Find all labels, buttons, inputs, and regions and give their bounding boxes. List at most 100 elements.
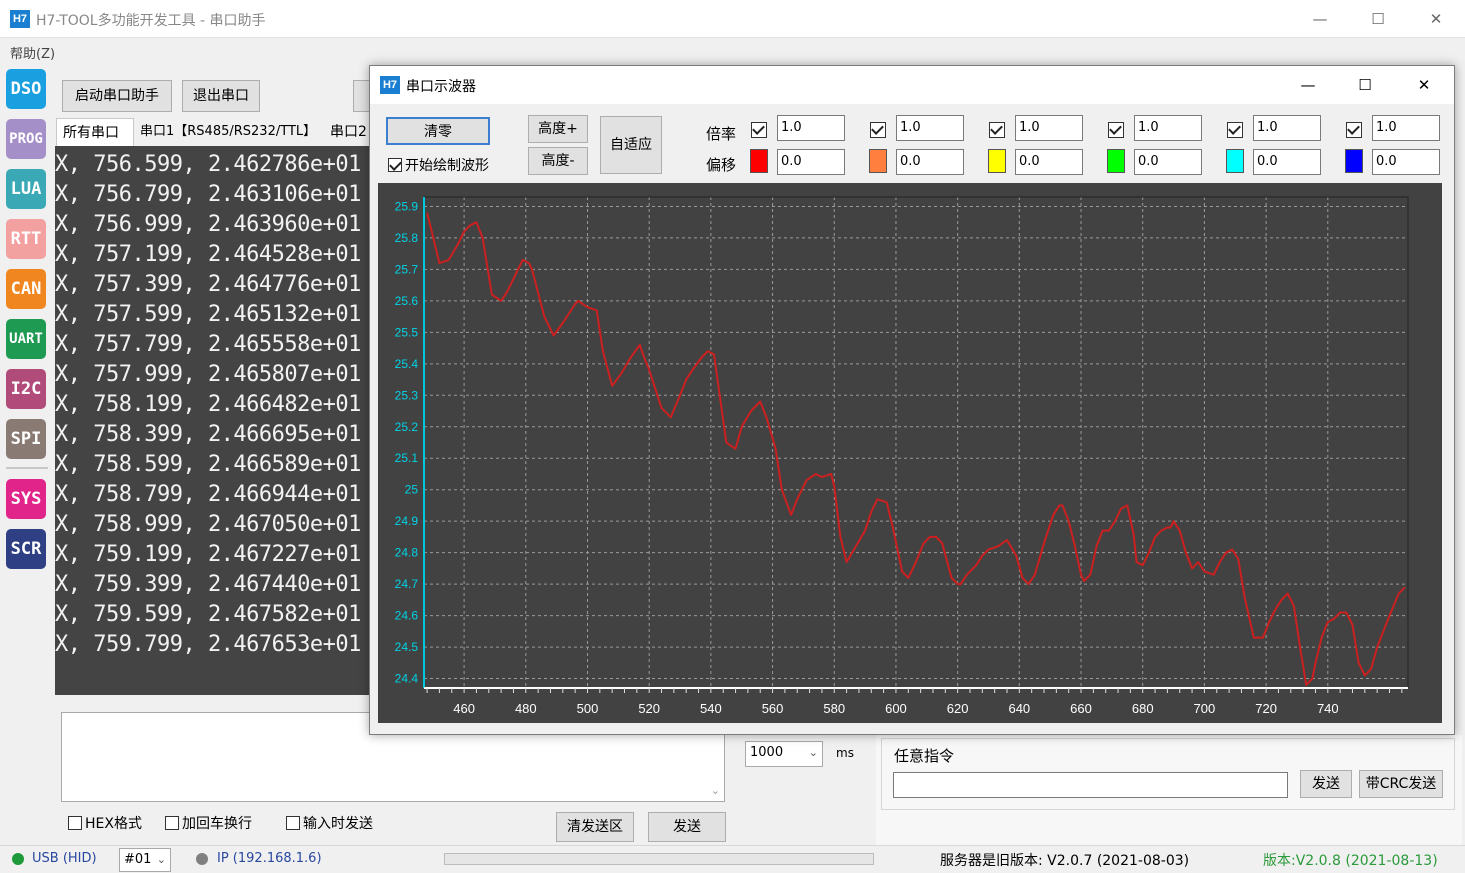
rail-can-button[interactable]: CAN <box>6 269 46 309</box>
app-version: 版本:V2.0.8 (2021-08-13) <box>1263 853 1438 869</box>
height-up-button[interactable]: 高度+ <box>528 115 588 143</box>
x-tick-label: 540 <box>700 701 722 716</box>
clear-zero-button[interactable]: 清零 <box>386 117 490 145</box>
rail-i2c-button[interactable]: I2C <box>6 369 46 409</box>
command-send-crc-button[interactable]: 带CRC发送 <box>1359 770 1443 798</box>
device-select[interactable]: #01 ⌄ <box>119 848 171 872</box>
command-input[interactable] <box>893 772 1288 798</box>
y-tick-label: 24.5 <box>395 640 419 654</box>
tab-port-2[interactable]: 串口2 <box>330 124 367 140</box>
rail-dso-button[interactable]: DSO <box>6 69 46 109</box>
scroll-down-icon[interactable]: ⌄ <box>710 784 720 797</box>
channel-6-enable-checkbox[interactable] <box>1346 122 1362 138</box>
exit-serial-button[interactable]: 退出串口 <box>182 80 260 112</box>
channel-2-enable-checkbox[interactable] <box>870 122 886 138</box>
x-tick-label: 580 <box>823 701 845 716</box>
command-send-button[interactable]: 发送 <box>1300 770 1352 798</box>
rail-uart-button[interactable]: UART <box>6 319 46 359</box>
channel-1-color-swatch[interactable] <box>750 149 768 173</box>
rail-scr-button[interactable]: SCR <box>6 529 46 569</box>
channel-2-color-swatch[interactable] <box>869 149 887 173</box>
console-line: X, 757.399, 2.464776e+01 <box>55 272 361 297</box>
rail-spi-button[interactable]: SPI <box>6 419 46 459</box>
channel-6-color-swatch[interactable] <box>1345 149 1363 173</box>
channel-5-rate-input[interactable]: 1.0 <box>1253 115 1321 141</box>
y-tick-label: 24.9 <box>395 514 419 528</box>
y-tick-label: 25.2 <box>395 420 419 434</box>
scope-titlebar: H7 串口示波器 — ☐ ✕ <box>370 66 1454 104</box>
crlf-checkbox[interactable]: 加回车换行 <box>165 813 252 833</box>
send-on-input-checkbox[interactable]: 输入时发送 <box>286 813 373 833</box>
start-serial-button[interactable]: 启动串口助手 <box>62 80 172 112</box>
rail-lua-button[interactable]: LUA <box>6 169 46 209</box>
hex-format-checkbox[interactable]: HEX格式 <box>68 813 142 833</box>
scope-minimize-button[interactable]: — <box>1300 76 1316 94</box>
y-tick-label: 25.1 <box>395 451 419 465</box>
x-tick-label: 460 <box>453 701 475 716</box>
y-tick-label: 25.9 <box>395 199 419 213</box>
send-button[interactable]: 发送 <box>648 812 726 842</box>
auto-fit-button[interactable]: 自适应 <box>600 116 662 174</box>
channel-3-color-swatch[interactable] <box>988 149 1006 173</box>
checkbox-icon <box>388 158 402 172</box>
console-line: X, 757.599, 2.465132e+01 <box>55 302 361 327</box>
window-titlebar: H7 H7-TOOL多功能开发工具 - 串口助手 — ☐ ✕ <box>0 0 1465 38</box>
channel-3-offset-input[interactable]: 0.0 <box>1015 149 1083 175</box>
y-tick-label: 25.5 <box>395 325 419 339</box>
y-tick-label: 24.7 <box>395 577 419 591</box>
channel-3-enable-checkbox[interactable] <box>989 122 1005 138</box>
tab-all-ports[interactable]: 所有串口 <box>56 118 134 146</box>
x-tick-label: 560 <box>762 701 784 716</box>
console-line: X, 759.799, 2.467653e+01 <box>55 632 361 657</box>
console-line: X, 756.999, 2.463960e+01 <box>55 212 361 237</box>
rate-label: 倍率 <box>706 125 737 143</box>
draw-wave-checkbox[interactable]: 开始绘制波形 <box>388 155 489 175</box>
x-tick-label: 500 <box>577 701 599 716</box>
console-line: X, 756.599, 2.462786e+01 <box>55 152 361 177</box>
command-group <box>881 738 1455 810</box>
channel-1-rate-input[interactable]: 1.0 <box>777 115 845 141</box>
channel-5-enable-checkbox[interactable] <box>1227 122 1243 138</box>
interval-select[interactable]: 1000 ⌄ <box>745 741 823 767</box>
minimize-button[interactable]: — <box>1312 10 1328 28</box>
rail-rtt-button[interactable]: RTT <box>6 219 46 259</box>
x-tick-label: 620 <box>947 701 969 716</box>
scope-close-button[interactable]: ✕ <box>1417 76 1431 94</box>
channel-4-rate-input[interactable]: 1.0 <box>1134 115 1202 141</box>
rail-prog-button[interactable]: PROG <box>6 119 46 159</box>
tool-rail: DSO PROG LUA RTT CAN UART I2C SPI SYS SCR <box>0 64 52 844</box>
rail-sys-button[interactable]: SYS <box>6 479 46 519</box>
maximize-button[interactable]: ☐ <box>1371 10 1385 28</box>
scope-maximize-button[interactable]: ☐ <box>1358 76 1372 94</box>
channel-5-color-swatch[interactable] <box>1226 149 1244 173</box>
usb-status: USB (HID) <box>32 851 97 866</box>
scope-logo-icon: H7 <box>380 76 400 94</box>
clear-send-button[interactable]: 清发送区 <box>556 812 634 842</box>
channel-6-offset-input[interactable]: 0.0 <box>1372 149 1440 175</box>
y-tick-label: 25.8 <box>395 231 419 245</box>
channel-4-enable-checkbox[interactable] <box>1108 122 1124 138</box>
channel-4-offset-input[interactable]: 0.0 <box>1134 149 1202 175</box>
console-line: X, 757.799, 2.465558e+01 <box>55 332 361 357</box>
channel-6-rate-input[interactable]: 1.0 <box>1372 115 1440 141</box>
close-button[interactable]: ✕ <box>1429 10 1443 28</box>
ip-status: IP (192.168.1.6) <box>217 851 322 866</box>
tab-port-1[interactable]: 串口1【RS485/RS232/TTL】 <box>140 124 317 139</box>
channel-5-offset-input[interactable]: 0.0 <box>1253 149 1321 175</box>
console-output[interactable]: X, 756.599, 2.462786e+01 X, 756.799, 2.46… <box>55 146 375 695</box>
channel-4-color-swatch[interactable] <box>1107 149 1125 173</box>
menu-help[interactable]: 帮助(Z) <box>10 47 56 62</box>
plot-area: 24.4 24.5 24.6 24.7 24.8 24.9 25 25.1 25.2 25.3 25… <box>378 183 1442 723</box>
channel-3-rate-input[interactable]: 1.0 <box>1015 115 1083 141</box>
channel-1-enable-checkbox[interactable] <box>751 122 767 138</box>
height-down-button[interactable]: 高度- <box>528 147 588 175</box>
console-line: X, 757.199, 2.464528e+01 <box>55 242 361 267</box>
rail-divider <box>6 467 48 469</box>
channel-2-offset-input[interactable]: 0.0 <box>896 149 964 175</box>
y-tick-label: 25 <box>405 483 419 497</box>
checkbox-icon <box>165 816 179 830</box>
channel-1-offset-input[interactable]: 0.0 <box>777 149 845 175</box>
chevron-down-icon: ⌄ <box>808 746 818 759</box>
channel-2-rate-input[interactable]: 1.0 <box>896 115 964 141</box>
